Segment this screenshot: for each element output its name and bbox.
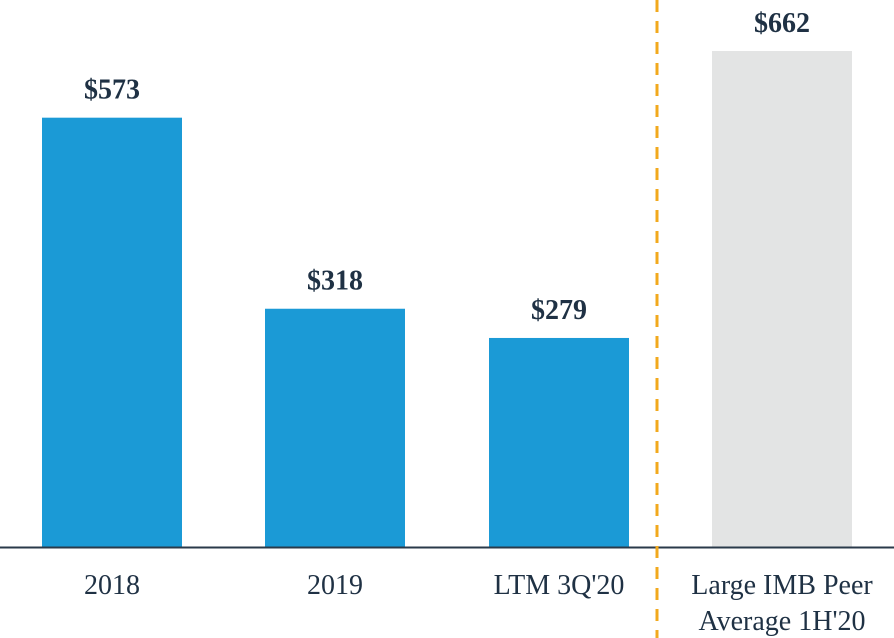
bar-3 (712, 51, 852, 547)
category-label-0-line-0: 2018 (84, 570, 140, 601)
value-label-1: $318 (307, 266, 363, 297)
value-labels-group: $573 $318 $279 $662 (84, 8, 810, 326)
value-label-3: $662 (754, 8, 810, 39)
bar-2 (489, 337, 629, 547)
category-labels-group: 2018 2019 LTM 3Q'20 Large IMB Peer Average 1… (84, 570, 873, 637)
bar-1 (265, 308, 405, 547)
value-label-2: $279 (531, 295, 587, 326)
bar-0 (42, 117, 182, 548)
bars-group (42, 51, 852, 548)
category-label-3-line-1: Average 1H'20 (698, 606, 865, 637)
value-label-0: $573 (84, 75, 140, 106)
category-label-3-line-0: Large IMB Peer (691, 570, 873, 601)
category-label-1-line-0: 2019 (307, 570, 363, 601)
category-label-2-line-0: LTM 3Q'20 (494, 570, 625, 601)
